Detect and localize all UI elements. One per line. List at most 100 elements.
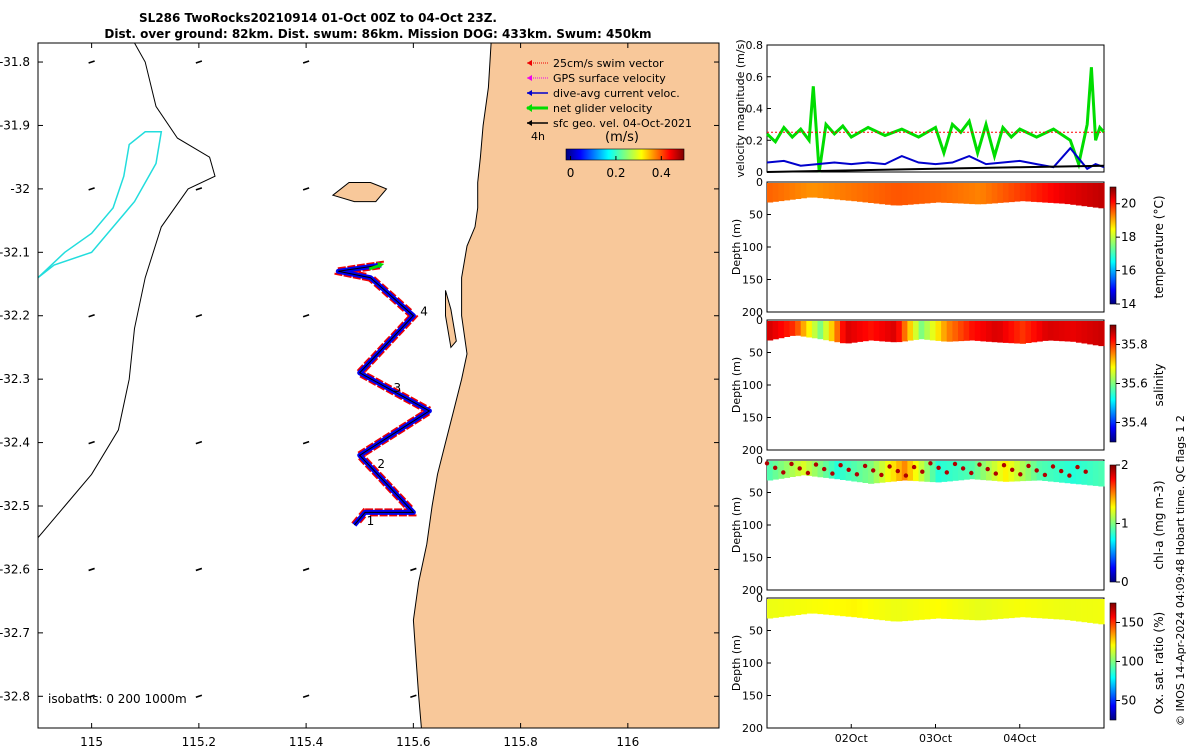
swim-vector <box>396 304 405 312</box>
section-cell <box>800 599 807 615</box>
section-cell <box>789 321 796 336</box>
section-cell <box>1070 461 1077 484</box>
section-cell <box>789 599 796 616</box>
section-cell <box>1053 599 1060 620</box>
swim-vector <box>377 350 385 358</box>
chla-patch <box>944 470 949 475</box>
geo-vector <box>302 567 310 572</box>
section-cell <box>862 461 869 483</box>
section-cell <box>840 599 847 617</box>
section-cell <box>1042 183 1049 203</box>
section-cell <box>935 599 942 619</box>
section-cell <box>879 599 886 621</box>
section-cell <box>851 461 858 482</box>
swim-vector <box>365 457 373 465</box>
legend-geo: sfc geo. vel. 04-Oct-2021 <box>527 117 692 130</box>
x-tick-label: 116 <box>616 735 639 749</box>
section-cell <box>986 183 993 204</box>
chla-patch <box>1034 468 1039 473</box>
swim-vector <box>375 260 385 264</box>
swim-vector <box>405 500 413 508</box>
depth-tick-label: 0 <box>756 592 763 605</box>
section-cell <box>845 321 852 344</box>
swim-vector <box>399 493 407 501</box>
section-cell <box>907 599 914 621</box>
vel-y-tick-label: 0 <box>756 166 763 179</box>
section-cell <box>1031 321 1038 343</box>
section-cell <box>772 461 779 480</box>
section-cell <box>862 599 869 619</box>
section-cell <box>1036 183 1043 203</box>
map-axis-ticks: 115 115.2 115.4 115.6 115.8 116 -31.8 -31.9 -32 -… <box>0 43 719 749</box>
geo-vector <box>195 313 203 318</box>
swim-vector <box>419 401 427 407</box>
geo-vector <box>302 313 310 318</box>
depth-tick-label: 150 <box>742 552 763 565</box>
swim-vector <box>356 364 364 372</box>
swim-vector <box>358 507 366 516</box>
section-cell <box>890 461 897 482</box>
swim-vector <box>366 262 375 266</box>
section-cell <box>823 183 830 199</box>
section-cell <box>1075 183 1083 206</box>
section-cell <box>873 461 880 484</box>
section-cell <box>901 183 908 206</box>
island-garden <box>445 290 457 349</box>
chla-patch <box>781 470 786 475</box>
section-cell <box>991 599 998 620</box>
section-cell <box>924 321 931 340</box>
swim-vector <box>403 399 412 405</box>
section-cell <box>1047 183 1054 203</box>
section-cell <box>1087 183 1094 207</box>
section-cell <box>1025 321 1032 343</box>
chla-patch <box>969 470 974 476</box>
chla-patch <box>936 465 941 470</box>
swim-vector <box>411 404 420 410</box>
depth-tick-label: 200 <box>742 584 763 597</box>
section-cell <box>1059 321 1066 342</box>
depth-tick-label: 50 <box>749 209 763 222</box>
section-axes <box>766 181 1105 313</box>
cb-tick-label: 0.2 <box>606 166 625 180</box>
islands <box>331 182 457 349</box>
swim-vector <box>381 291 389 298</box>
legend-dive-arrow-icon <box>527 90 532 96</box>
swim-vector <box>372 464 380 472</box>
section-cell <box>1075 321 1083 343</box>
vel-y-tick-label: 0.8 <box>746 39 764 52</box>
swim-vector <box>397 429 406 436</box>
section-cell <box>963 599 970 620</box>
section-colorbar <box>1109 324 1117 443</box>
geo-vector <box>88 694 95 699</box>
swim-vector <box>414 418 422 425</box>
section-cell <box>896 599 903 622</box>
section-cell <box>1036 599 1043 619</box>
section-cell <box>1087 321 1094 345</box>
section-cell <box>772 321 779 340</box>
section-cell <box>1070 599 1077 621</box>
swim-vector <box>398 329 406 337</box>
swim-vector <box>373 284 381 292</box>
section-cell <box>1002 183 1010 203</box>
section-cell <box>1014 183 1021 202</box>
oxygen-section: 0 50 100 150 200 Depth (m) 50 100 150 Ox. sat. ra… <box>730 592 1166 745</box>
swim-vector <box>406 416 415 423</box>
section-cell <box>778 183 785 202</box>
section-cell <box>896 321 903 343</box>
section-cell <box>924 461 931 482</box>
cbar-label: chl-a (mg m-3) <box>1152 480 1166 569</box>
map-legend: 25cm/s swim vector GPS surface velocity … <box>526 57 692 180</box>
x-tick-label: 115 <box>80 735 103 749</box>
section-cell <box>1064 461 1071 484</box>
geo-vector <box>410 567 417 572</box>
section-cell <box>907 321 914 341</box>
section-cell <box>1098 321 1105 347</box>
section-cell <box>1053 461 1060 483</box>
swim-vector <box>378 479 386 487</box>
section-cell <box>1025 183 1032 202</box>
section-cell <box>795 321 802 336</box>
swim-vector <box>389 298 397 305</box>
vel-y-tick-label: 0.2 <box>746 134 764 147</box>
legend-swim-vector: 25cm/s swim vector <box>527 57 664 70</box>
